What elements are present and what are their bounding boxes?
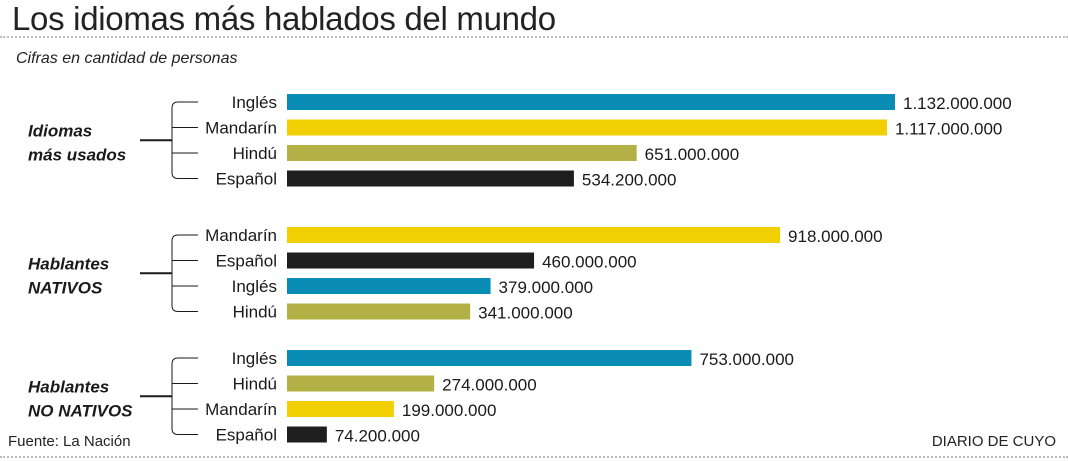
publisher-brand: DIARIO DE CUYO bbox=[931, 433, 1056, 450]
group-bracket bbox=[171, 234, 198, 312]
chart-title: Los idiomas más hablados del mundo bbox=[12, 0, 556, 37]
group-label: Hablantes bbox=[28, 254, 109, 273]
value-label: 199.000.000 bbox=[402, 401, 497, 420]
bar bbox=[287, 119, 887, 136]
bar bbox=[287, 401, 394, 417]
bar bbox=[287, 350, 692, 366]
category-label: Mandarín bbox=[205, 226, 277, 245]
value-label: 379.000.000 bbox=[499, 278, 594, 297]
category-label: Hindú bbox=[233, 375, 277, 394]
group-label: Hablantes bbox=[28, 377, 109, 396]
bar bbox=[287, 426, 327, 443]
category-label: Español bbox=[216, 426, 277, 445]
category-label: Hindú bbox=[233, 303, 277, 322]
value-label: 534.200.000 bbox=[582, 171, 677, 190]
value-label: 918.000.000 bbox=[788, 227, 883, 246]
category-label: Inglés bbox=[232, 277, 277, 296]
title-divider bbox=[0, 36, 1068, 38]
bar bbox=[287, 170, 574, 187]
category-label: Inglés bbox=[232, 93, 277, 112]
bar bbox=[287, 303, 471, 320]
category-label: Español bbox=[216, 170, 277, 189]
bar bbox=[287, 278, 491, 294]
bar bbox=[287, 227, 781, 243]
bar bbox=[287, 252, 535, 269]
category-label: Español bbox=[216, 252, 277, 271]
value-label: 753.000.000 bbox=[699, 350, 794, 369]
footer-divider bbox=[0, 456, 1068, 458]
bar bbox=[287, 375, 435, 392]
source-note: Fuente: La Nación bbox=[8, 433, 131, 450]
group-bracket bbox=[171, 101, 198, 179]
value-label: 651.000.000 bbox=[645, 145, 740, 164]
value-label: 74.200.000 bbox=[335, 427, 420, 446]
group-label: NO NATIVOS bbox=[28, 401, 133, 420]
bar bbox=[287, 145, 637, 161]
group-label: Idiomas bbox=[28, 121, 92, 140]
value-label: 274.000.000 bbox=[442, 376, 537, 395]
value-label: 1.132.000.000 bbox=[903, 94, 1012, 113]
group-label: NATIVOS bbox=[28, 278, 103, 297]
category-label: Mandarín bbox=[205, 119, 277, 138]
group-bracket bbox=[171, 357, 198, 435]
value-label: 460.000.000 bbox=[542, 253, 637, 272]
chart-subtitle: Cifras en cantidad de personas bbox=[16, 50, 238, 67]
category-label: Mandarín bbox=[205, 400, 277, 419]
category-label: Inglés bbox=[232, 349, 277, 368]
category-label: Hindú bbox=[233, 144, 277, 163]
group-label: más usados bbox=[28, 145, 126, 164]
bar bbox=[287, 94, 895, 110]
value-label: 341.000.000 bbox=[478, 304, 573, 323]
value-label: 1.117.000.000 bbox=[895, 120, 1002, 139]
